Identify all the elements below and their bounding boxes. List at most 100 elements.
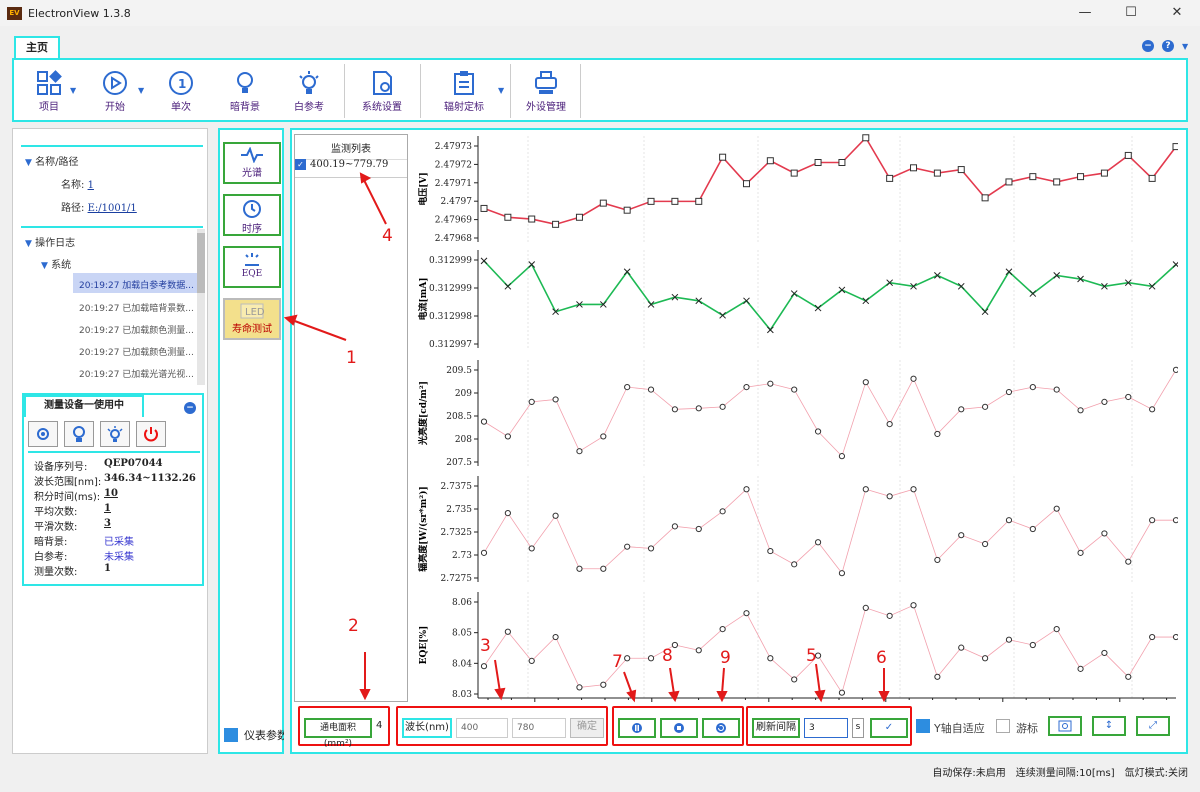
path-value[interactable]: E:/1001/1 (87, 203, 137, 214)
annotation-arrowhead (283, 314, 298, 326)
single-button[interactable]: 1 单次 (168, 70, 194, 113)
log-scrollbar[interactable] (197, 229, 205, 385)
log-item[interactable]: 20:19:27 已加载颜色测量... (79, 326, 194, 336)
start-button[interactable]: 开始 (102, 70, 128, 113)
project-dropdown-icon[interactable]: ▼ (70, 86, 77, 95)
apply-button[interactable]: ✓ (870, 718, 908, 738)
data-point (957, 166, 965, 174)
project-label: 项目 (39, 102, 59, 113)
data-point (982, 540, 989, 548)
data-point (719, 508, 726, 515)
device-dark-button[interactable] (64, 421, 94, 447)
refresh-interval-input[interactable]: 3 (804, 718, 848, 738)
white-reference-button[interactable]: 白参考 (294, 70, 324, 113)
scroll-thumb[interactable] (197, 233, 205, 293)
checkbox-icon[interactable]: ✓ (295, 159, 306, 170)
tree-node-system[interactable]: ▼ 系统 (41, 256, 71, 271)
capture-button[interactable] (1048, 716, 1082, 736)
annotation-label: 7 (612, 652, 623, 672)
data-point (791, 561, 798, 568)
data-point (552, 396, 559, 403)
collapse-device-icon[interactable]: − (184, 402, 196, 414)
meter-param-label: 仪表参数 (244, 729, 284, 742)
stop-button[interactable] (660, 718, 698, 738)
wavelength-max-input[interactable]: 780 (512, 718, 566, 738)
annotation-label: 2 (348, 616, 359, 636)
maximize-button[interactable]: ☐ (1125, 5, 1137, 20)
lifetime-test-button[interactable]: LED 寿命测试 (223, 298, 281, 340)
device-field: 测量次数: 1 (34, 563, 111, 578)
project-button[interactable]: 项目 (36, 70, 62, 113)
timing-mode-button[interactable]: 时序 (223, 194, 281, 236)
system-settings-button[interactable]: 系统设置 (362, 70, 402, 113)
grid-icon (37, 70, 62, 95)
annotation-arrowhead (626, 689, 637, 703)
pause-button[interactable] (618, 718, 656, 738)
data-point (981, 194, 989, 202)
help-chevron-icon[interactable]: ▼ (1182, 41, 1189, 51)
collapse-ribbon-button[interactable]: − (1142, 40, 1154, 52)
log-item[interactable]: 20:19:27 已加载颜色测量... (79, 348, 194, 358)
annotation-arrowhead (668, 690, 680, 703)
vertical-fit-button[interactable]: ↕ (1092, 716, 1126, 736)
start-dropdown-icon[interactable]: ▼ (138, 86, 145, 95)
data-point (934, 272, 941, 279)
fullscreen-button[interactable]: ⤢ (1136, 716, 1170, 736)
calibration-dropdown-icon[interactable]: ▼ (498, 86, 505, 95)
device-power-button[interactable] (136, 421, 166, 447)
tree-node-oplog[interactable]: ▼ 操作日志 (25, 234, 75, 249)
close-button[interactable]: ✕ (1171, 5, 1183, 20)
data-point (862, 297, 870, 305)
data-point (790, 169, 798, 177)
radiometric-calibration-button[interactable]: 辐射定标 (444, 70, 484, 113)
name-value[interactable]: 1 (87, 180, 94, 191)
control-bar: 通电面积(mm²) 4 波长(nm) 400 780 确定 刷新间隔 3 s ✓… (294, 706, 1186, 749)
cursor-checkbox[interactable] (996, 719, 1010, 733)
device-white-button[interactable] (100, 421, 130, 447)
divider (21, 145, 203, 147)
path-row: 路径: E:/1001/1 (61, 199, 137, 214)
data-point (790, 290, 798, 297)
confirm-button[interactable]: 确定 (570, 718, 604, 738)
log-item[interactable]: 20:19:27 已加载光谱光视... (79, 370, 194, 380)
screenshot-icon (1058, 720, 1072, 732)
minimize-button[interactable]: — (1078, 5, 1092, 20)
help-button[interactable]: ? (1162, 40, 1174, 52)
monitor-item[interactable]: ✓ 400.19~779.79 (295, 159, 388, 170)
data-point (1053, 272, 1061, 279)
start-label: 开始 (105, 102, 125, 113)
spectrum-mode-button[interactable]: 光谱 (223, 142, 281, 184)
eqe-mode-button[interactable]: EQE (223, 246, 281, 288)
data-point (528, 398, 535, 406)
pause-icon (632, 723, 642, 733)
data-point (1005, 268, 1013, 276)
data-point (647, 655, 655, 662)
data-point (886, 612, 893, 619)
area-value[interactable]: 4 (376, 720, 383, 731)
data-point (504, 282, 512, 290)
device-status-tab[interactable]: 测量设备一使用中 (24, 395, 144, 417)
series-line (483, 136, 1177, 226)
log-item[interactable]: 20:19:27 已加载暗背景数... (79, 304, 194, 314)
spectrum-label: 光谱 (242, 168, 262, 179)
tab-home[interactable]: 主页 (14, 36, 60, 60)
log-item[interactable]: 20:19:27 加载白参考数据... (79, 281, 194, 291)
annotation-label: 3 (480, 636, 491, 656)
data-point (958, 644, 965, 651)
data-point (934, 556, 941, 564)
peripheral-management-button[interactable]: 外设管理 (526, 70, 566, 113)
y-axis-label: 电流[mA] (417, 277, 429, 320)
device-settings-button[interactable] (28, 421, 58, 447)
tree-node-name-path[interactable]: ▼ 名称/路径 (25, 153, 78, 168)
ribbon-toolbar: 项目 ▼ 开始 ▼ 1 单次 暗背景 白参考 系统设置 辐射定标 ▼ 外设管理 (12, 58, 1188, 122)
y-tick-label: 2.47971 (435, 179, 472, 189)
data-point (1148, 282, 1156, 290)
auto-y-checkbox[interactable] (916, 719, 930, 733)
wavelength-min-input[interactable]: 400 (456, 718, 508, 738)
refresh-button[interactable] (702, 718, 740, 738)
status-bar: 自动保存:未启用 连续测量间隔:10[ms] 氙灯模式:关闭 (900, 764, 1200, 782)
y-tick-label: 2.47968 (435, 234, 472, 244)
data-point (600, 433, 607, 440)
dark-background-button[interactable]: 暗背景 (230, 70, 260, 113)
meter-param-checkbox[interactable] (224, 728, 238, 742)
